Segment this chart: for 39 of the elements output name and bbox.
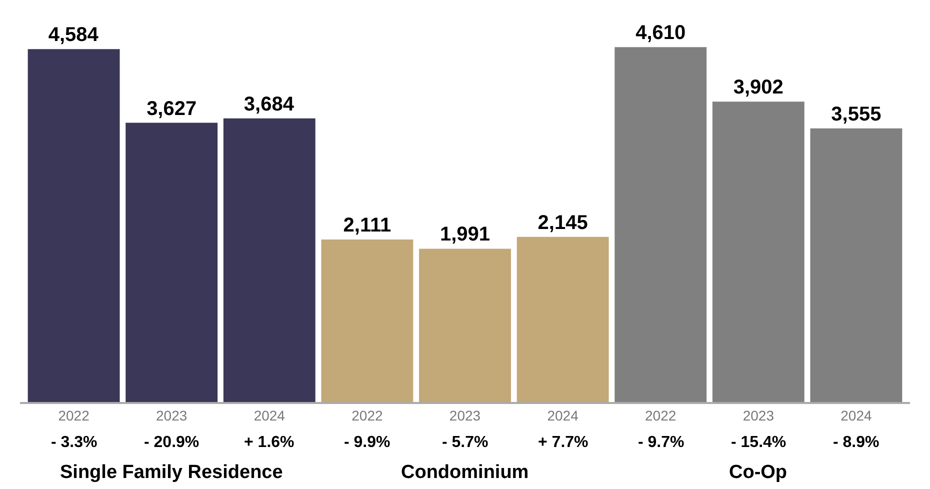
x-tick-label: 2023 <box>156 408 188 424</box>
x-tick-label: 2022 <box>645 408 676 424</box>
x-tick-label: 2023 <box>742 408 774 424</box>
data-label: 3,684 <box>244 93 295 116</box>
x-tick-label: 2024 <box>547 408 579 424</box>
data-label: 3,627 <box>146 98 197 120</box>
text: Single Family Residence <box>60 462 283 483</box>
x-tick-label: 2022 <box>352 408 383 424</box>
bar <box>419 248 511 402</box>
text: Co-Op <box>729 462 788 483</box>
x-tick-label: 2024 <box>840 408 872 424</box>
text: - 9.7% <box>638 434 684 451</box>
text: - 8.9% <box>833 434 880 451</box>
text: - 3.3% <box>51 434 98 451</box>
bar <box>126 122 218 402</box>
bar <box>321 239 414 402</box>
text: - 9.9% <box>344 434 390 451</box>
data-label: 2,111 <box>343 214 392 236</box>
text: - 5.7% <box>442 434 488 451</box>
data-label: 2,145 <box>538 212 588 234</box>
bar <box>223 118 316 402</box>
x-tick-label: 2023 <box>449 408 481 424</box>
x-tick-label: 2022 <box>58 408 90 424</box>
text: Condominium <box>401 462 529 483</box>
data-label: 3,902 <box>733 76 784 99</box>
bar <box>28 49 120 402</box>
text: - 15.4% <box>731 434 786 451</box>
bar <box>810 128 902 402</box>
text: + 1.6% <box>244 434 294 451</box>
data-label: 4,610 <box>636 22 686 44</box>
bar <box>614 47 707 402</box>
text: + 7.7% <box>538 434 588 451</box>
data-label: 4,584 <box>48 24 100 46</box>
data-label: 3,555 <box>831 103 882 126</box>
bar <box>516 236 609 402</box>
x-tick-label: 2024 <box>254 408 286 424</box>
data-label: 1,991 <box>440 224 490 246</box>
text: - 20.9% <box>144 434 200 451</box>
bar <box>712 102 804 402</box>
